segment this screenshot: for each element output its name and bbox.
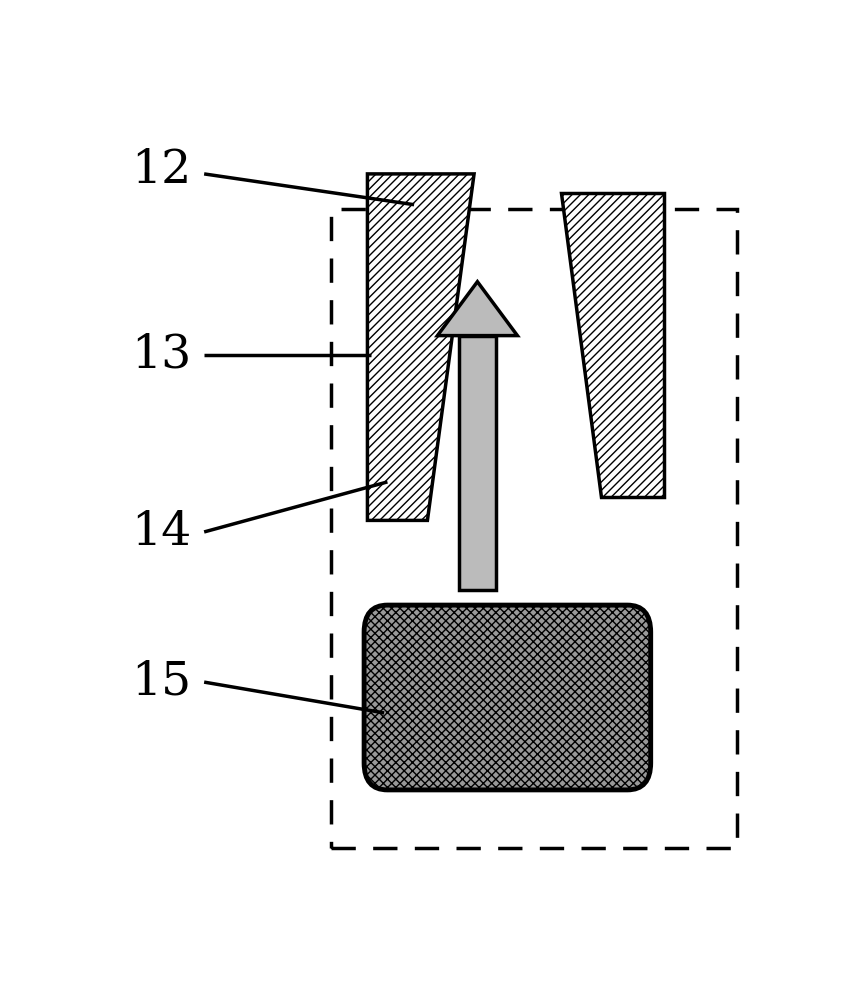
Text: 14: 14 xyxy=(131,509,191,555)
Text: 15: 15 xyxy=(131,659,191,705)
Bar xyxy=(331,209,737,848)
Bar xyxy=(465,336,489,413)
FancyBboxPatch shape xyxy=(364,605,651,790)
Polygon shape xyxy=(561,193,664,497)
Polygon shape xyxy=(438,282,518,336)
Bar xyxy=(458,336,496,590)
Text: 13: 13 xyxy=(131,332,191,377)
Polygon shape xyxy=(367,174,474,520)
Text: 12: 12 xyxy=(131,147,191,193)
